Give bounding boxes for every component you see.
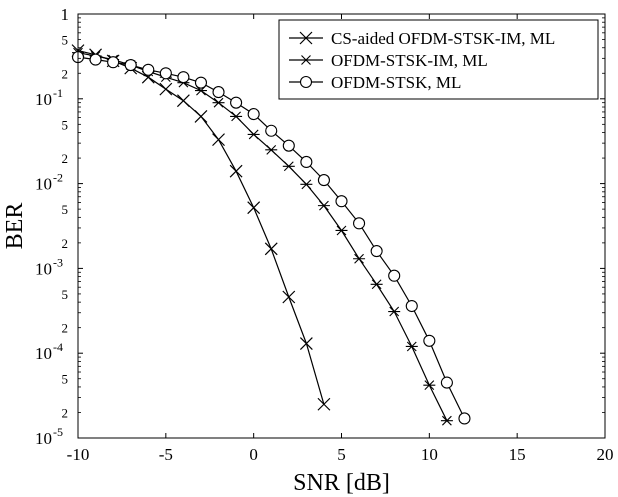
series-line <box>77 50 325 405</box>
asterisk-marker <box>405 341 418 352</box>
y-tick-label: 10 <box>35 175 52 194</box>
x-axis-label: SNR [dB] <box>293 470 390 496</box>
x-tick-label: 20 <box>597 445 614 464</box>
y-tick-exponent: -1 <box>53 86 63 100</box>
y-minor-label: 2 <box>62 321 69 336</box>
x-marker <box>264 242 278 256</box>
circle-marker <box>423 334 436 347</box>
asterisk-marker <box>388 306 401 317</box>
x-tick-label: -10 <box>67 445 90 464</box>
y-minor-label: 2 <box>62 151 69 166</box>
y-minor-label: 5 <box>62 33 69 48</box>
legend-item: CS-aided OFDM-STSK-IM, ML <box>289 29 555 48</box>
y-tick-label: 1 <box>61 5 70 24</box>
asterisk-marker <box>265 144 278 155</box>
circle-marker <box>299 75 313 89</box>
x-marker <box>299 337 313 350</box>
circle-marker <box>265 124 278 137</box>
asterisk-marker <box>335 225 348 236</box>
x-marker <box>212 133 225 147</box>
circle-marker <box>159 67 172 80</box>
y-tick-label: 10 <box>35 259 52 278</box>
circle-marker <box>194 76 208 89</box>
series-line <box>77 56 466 419</box>
circle-marker <box>89 53 102 66</box>
legend-item: OFDM-STSK, ML <box>289 73 461 92</box>
x-marker <box>194 109 208 123</box>
y-minor-label: 5 <box>62 372 69 387</box>
y-minor-label: 5 <box>62 202 69 217</box>
circle-marker <box>177 71 190 84</box>
circle-marker <box>107 56 120 69</box>
x-tick-label: -5 <box>159 445 173 464</box>
y-minor-label: 5 <box>62 117 69 132</box>
x-tick-label: 0 <box>249 445 258 464</box>
circle-marker <box>370 245 383 258</box>
y-tick-exponent: -2 <box>53 171 63 185</box>
asterisk-marker <box>440 415 453 426</box>
circle-marker <box>212 86 225 99</box>
y-tick-exponent: -5 <box>53 425 63 439</box>
series-line <box>77 52 448 421</box>
ticks-layer: -10 -5 0 5 10 15 205252525252110-110-210-310-4… <box>35 5 614 464</box>
circle-marker <box>440 376 453 389</box>
y-axis-label: BER <box>2 203 28 250</box>
legend-label: CS-aided OFDM-STSK-IM, ML <box>331 29 555 48</box>
asterisk-marker <box>300 55 312 65</box>
x-marker <box>317 397 331 411</box>
circle-marker <box>458 412 471 425</box>
y-tick-label: 10 <box>35 344 52 363</box>
y-minor-label: 2 <box>62 66 69 81</box>
x-tick-label: 5 <box>337 445 346 464</box>
circle-marker <box>405 299 418 313</box>
legend-label: OFDM-STSK-IM, ML <box>331 51 488 70</box>
circle-marker <box>353 217 366 230</box>
circle-marker <box>230 96 243 109</box>
asterisk-marker <box>230 111 243 122</box>
series-layer <box>71 44 471 426</box>
x-marker <box>247 201 261 215</box>
series-asterisk <box>72 47 453 426</box>
y-minor-label: 5 <box>62 287 69 302</box>
circle-marker <box>335 195 348 208</box>
x-marker <box>176 94 190 108</box>
x-marker <box>229 164 243 178</box>
y-minor-label: 2 <box>62 405 69 420</box>
series-circle <box>71 51 471 425</box>
circle-marker <box>282 139 295 152</box>
y-minor-label: 2 <box>62 236 69 251</box>
x-marker <box>299 31 313 45</box>
circle-marker <box>247 108 260 121</box>
legend-box <box>278 19 599 100</box>
legend-label: OFDM-STSK, ML <box>331 73 461 92</box>
asterisk-marker <box>212 97 225 108</box>
asterisk-marker <box>370 279 383 290</box>
circle-marker <box>388 269 401 282</box>
y-tick-exponent: -4 <box>53 340 63 354</box>
legend: CS-aided OFDM-STSK-IM, ML OFDM-STSK-IM, M… <box>278 19 599 100</box>
asterisk-marker <box>300 179 313 190</box>
asterisk-marker <box>353 253 366 264</box>
asterisk-marker <box>423 380 436 391</box>
circle-marker <box>317 174 330 187</box>
x-tick-label: 15 <box>509 445 526 464</box>
y-tick-label: 10 <box>35 429 52 448</box>
circle-marker <box>124 59 137 72</box>
x-marker <box>282 290 296 304</box>
asterisk-marker <box>317 200 330 211</box>
x-marker <box>159 82 173 96</box>
asterisk-marker <box>247 129 260 140</box>
y-tick-label: 10 <box>35 90 52 109</box>
x-tick-label: 10 <box>421 445 438 464</box>
asterisk-marker <box>282 161 295 172</box>
circle-marker <box>142 63 155 76</box>
y-tick-exponent: -3 <box>53 255 63 269</box>
legend-item: OFDM-STSK-IM, ML <box>289 51 488 70</box>
circle-marker <box>300 155 313 169</box>
